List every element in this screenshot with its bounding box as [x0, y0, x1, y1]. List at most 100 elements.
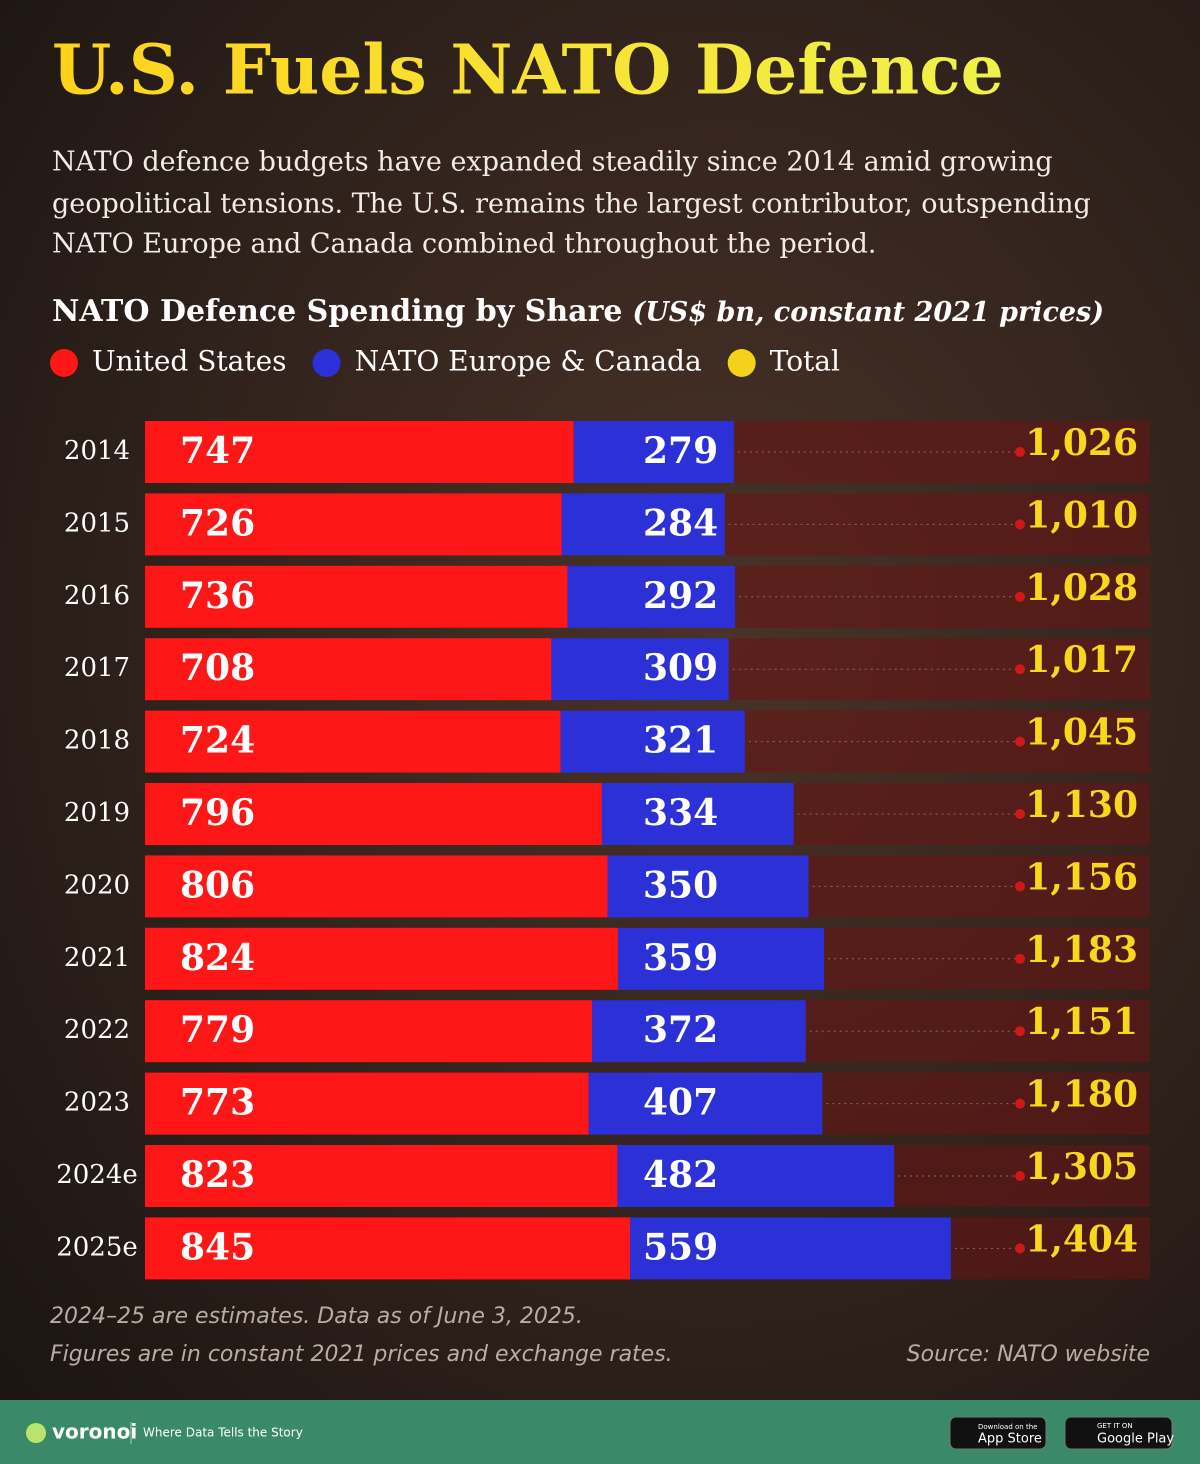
- data-label: 372: [643, 1009, 718, 1051]
- bar-segment: [145, 493, 562, 556]
- leader-dot: [1015, 1098, 1025, 1109]
- data-label: 736: [180, 575, 255, 617]
- bar-segment: [601, 783, 794, 845]
- legend-swatch: [312, 349, 341, 377]
- leader-dot: [1015, 1171, 1025, 1181]
- brand-logo: [26, 1423, 46, 1443]
- bar-segment: [145, 1000, 593, 1063]
- subtitle-line: NATO defence budgets have expanded stead…: [52, 147, 1053, 178]
- bar-segment: [588, 1072, 823, 1135]
- data-label: 747: [180, 430, 255, 472]
- leader-dot: [1015, 881, 1025, 892]
- subtitle-line: NATO Europe and Canada combined througho…: [52, 229, 876, 260]
- app-store-button[interactable]: [949, 1416, 1047, 1450]
- data-label: 321: [643, 720, 718, 762]
- leader-dot: [1015, 664, 1025, 675]
- total-label: 1,305: [1025, 1146, 1138, 1188]
- app-store-small: Download on the: [978, 1423, 1037, 1431]
- leader-dot: [1015, 591, 1025, 602]
- leader-dot: [1015, 809, 1025, 819]
- bar-segment: [561, 493, 725, 556]
- total-label: 1,404: [1025, 1218, 1138, 1260]
- bar-segment: [607, 855, 809, 918]
- y-tick-label: 2017: [64, 653, 130, 683]
- y-tick-label: 2022: [64, 1015, 130, 1045]
- y-tick-label: 2014: [64, 436, 130, 466]
- google-label: Google Play: [1097, 1432, 1174, 1447]
- bar-segment: [145, 1217, 631, 1280]
- bar-segment: [145, 565, 568, 628]
- chart-title: NATO Defence Spending by Share: [52, 294, 622, 329]
- leader-dot: [1015, 953, 1025, 964]
- bar-segment: [573, 421, 734, 483]
- y-tick-label: 2019: [64, 798, 130, 828]
- total-label: 1,010: [1025, 494, 1138, 536]
- data-label: 350: [643, 864, 718, 906]
- y-tick-label: 2025e: [56, 1232, 138, 1262]
- data-label: 559: [643, 1226, 718, 1268]
- data-label: 708: [180, 647, 255, 689]
- data-label: 724: [180, 720, 255, 762]
- bar-segment: [567, 565, 736, 628]
- bar-segment: [551, 638, 729, 701]
- bar-segment: [617, 927, 825, 990]
- total-label: 1,017: [1025, 639, 1138, 681]
- data-label: 359: [643, 937, 718, 979]
- leader-dot: [1015, 519, 1025, 530]
- total-label: 1,045: [1025, 712, 1138, 754]
- bar-segment: [145, 710, 561, 773]
- google-small: GET IT ON: [1097, 1422, 1133, 1430]
- bar-segment: [145, 1145, 618, 1207]
- y-tick-label: 2021: [64, 943, 130, 973]
- brand: voronoi: [52, 1420, 137, 1444]
- chart-heading: NATO Defence Spending by Share (US$ bn, c…: [52, 294, 1104, 329]
- data-label: 334: [643, 792, 718, 834]
- data-label: 845: [180, 1226, 255, 1268]
- data-label: 309: [643, 647, 718, 689]
- y-tick-label: 2015: [64, 508, 130, 538]
- total-label: 1,151: [1025, 1001, 1138, 1043]
- bar-segment: [145, 421, 574, 483]
- leader-dot: [1015, 1243, 1025, 1254]
- data-label: 726: [180, 502, 255, 544]
- chart-subtitle: (US$ bn, constant 2021 prices): [632, 297, 1104, 328]
- y-tick-label: 2023: [64, 1088, 130, 1118]
- total-label: 1,180: [1025, 1074, 1138, 1116]
- data-label: 823: [180, 1154, 255, 1196]
- total-label: 1,026: [1025, 422, 1138, 464]
- legend-swatch: [50, 349, 78, 377]
- app-store-label: App Store: [978, 1432, 1042, 1447]
- google-play-button[interactable]: [1064, 1416, 1173, 1450]
- bar-segment: [145, 783, 602, 845]
- title: U.S. Fuels NATO Defence: [52, 31, 1004, 111]
- data-label: 773: [180, 1082, 255, 1124]
- bar-segment: [560, 710, 745, 773]
- data-label: 279: [643, 430, 718, 472]
- legend-label: Total: [770, 345, 840, 378]
- bar-segment: [630, 1217, 951, 1280]
- leader-dot: [1015, 447, 1025, 457]
- data-label: 824: [180, 937, 255, 979]
- bar-segment: [145, 855, 608, 918]
- data-label: 407: [643, 1082, 718, 1124]
- total-label: 1,183: [1025, 929, 1138, 971]
- y-tick-label: 2016: [64, 581, 130, 611]
- bar-segment: [617, 1145, 895, 1207]
- note: Figures are in constant 2021 prices and …: [50, 1342, 673, 1367]
- bar-segment: [592, 1000, 806, 1063]
- bar-segment: [145, 638, 552, 701]
- y-tick-label: 2018: [64, 726, 130, 756]
- data-label: 482: [643, 1154, 718, 1196]
- data-label: 796: [180, 792, 255, 834]
- tagline: Where Data Tells the Story: [143, 1426, 303, 1440]
- bar-segment: [145, 1072, 589, 1135]
- leader-dot: [1015, 736, 1025, 747]
- legend-swatch: [727, 349, 756, 377]
- total-label: 1,130: [1025, 784, 1138, 826]
- data-label: 779: [180, 1009, 255, 1051]
- subtitle-line: geopolitical tensions. The U.S. remains …: [52, 189, 1091, 220]
- bar-segment: [145, 927, 618, 990]
- data-label: 292: [643, 575, 718, 617]
- y-tick-label: 2020: [64, 870, 130, 900]
